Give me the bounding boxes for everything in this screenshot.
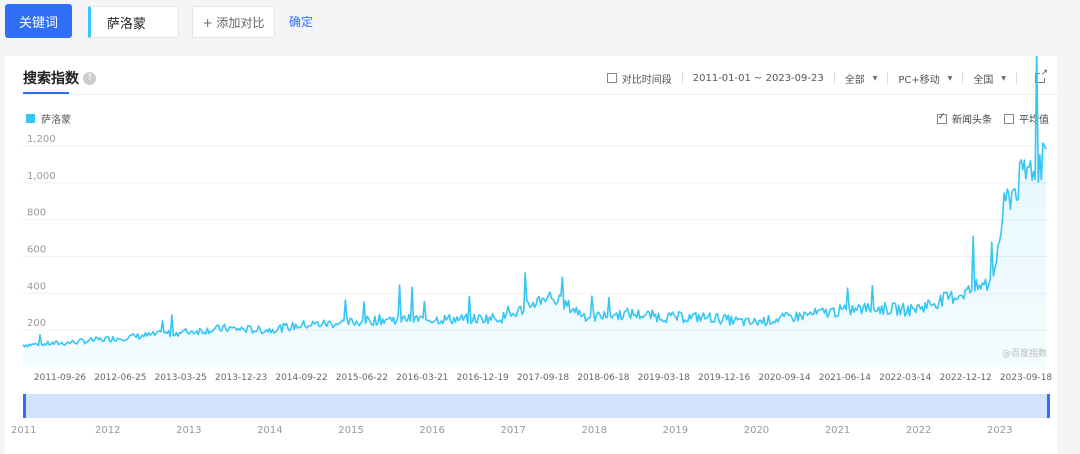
keyword-tab-button[interactable]: 关键词 (5, 4, 72, 38)
compare-period-checkbox[interactable] (606, 73, 617, 83)
x-tick-label: 2012-06-25 (94, 373, 146, 383)
x-tick-label: 2013-03-25 (155, 373, 207, 383)
year-tick-label: 2019 (663, 425, 688, 436)
x-tick-label: 2016-12-19 (456, 373, 509, 383)
overlay-options: 新闻头条 平均值 (925, 111, 1049, 126)
x-tick-label: 2019-12-16 (698, 373, 751, 383)
y-tick-label: 800 (27, 208, 46, 219)
y-tick-label: 1,000 (27, 171, 56, 182)
y-tick-label: 600 (27, 245, 46, 256)
average-label: 平均值 (1019, 115, 1049, 126)
compare-period-toggle[interactable]: 对比时间段 (597, 72, 682, 86)
device-select[interactable]: PC+移动 ▼ (887, 72, 962, 86)
caret-down-icon: ▼ (872, 74, 878, 82)
external-link-icon[interactable] (1035, 68, 1048, 83)
panel-title: 搜索指数 ? (23, 68, 96, 88)
x-tick-label: 2018-06-18 (577, 373, 630, 383)
x-tick-label: 2020-09-14 (758, 373, 811, 383)
y-tick-label: 1,200 (27, 134, 56, 145)
x-tick-label: 2021-06-14 (819, 373, 872, 383)
series-area (23, 56, 1046, 367)
range-slider-right-handle[interactable] (1047, 394, 1050, 418)
range-slider-left-handle[interactable] (23, 394, 26, 418)
legend-swatch (26, 114, 35, 123)
x-tick-label: 2022-03-14 (879, 373, 932, 383)
range-slider-track[interactable] (23, 394, 1050, 418)
series-line[interactable] (22, 56, 1047, 348)
chart-legend[interactable]: 萨洛蒙 (26, 111, 71, 126)
x-tick-label: 2023-09-18 (1000, 373, 1053, 383)
caret-down-icon: ▼ (947, 74, 953, 82)
average-checkbox[interactable] (1004, 113, 1014, 124)
question-icon[interactable]: ? (83, 71, 96, 85)
scope-label: 全部 (844, 74, 865, 86)
date-range-label: 2011-01-01 ~ 2023-09-23 (692, 72, 824, 84)
add-compare-button[interactable]: + 添加对比 (192, 6, 275, 38)
year-tick-label: 2012 (95, 425, 120, 436)
news-headlines-toggle[interactable]: 新闻头条 (937, 111, 992, 126)
year-tick-label: 2013 (176, 425, 201, 436)
date-range-picker[interactable]: 2011-01-01 ~ 2023-09-23 (681, 72, 834, 84)
x-tick-label: 2022-12-12 (939, 373, 991, 383)
caret-down-icon: ▼ (1001, 74, 1006, 82)
scope-select[interactable]: 全部 ▼ (833, 72, 888, 86)
year-tick-label: 2017 (500, 425, 525, 436)
export-control[interactable] (1016, 68, 1057, 84)
device-label: PC+移动 (898, 74, 940, 86)
x-tick-label: 2011-09-26 (34, 373, 87, 383)
region-select[interactable]: 全国 ▼ (962, 72, 1016, 86)
x-tick-label: 2014-09-22 (275, 373, 327, 383)
compare-period-label: 对比时间段 (621, 74, 672, 86)
chart-controls: 对比时间段 2011-01-01 ~ 2023-09-23 全部 ▼ PC+移动… (597, 68, 1057, 86)
y-tick-label: 200 (27, 318, 46, 329)
year-tick-label: 2016 (419, 425, 444, 436)
panel-title-text: 搜索指数 (23, 71, 79, 87)
average-toggle[interactable]: 平均值 (1004, 111, 1049, 126)
year-tick-label: 2021 (825, 425, 850, 436)
x-tick-label: 2019-03-18 (638, 373, 691, 383)
x-tick-label: 2017-09-18 (517, 373, 570, 383)
year-tick-label: 2022 (906, 425, 931, 436)
watermark: @百度指数 (1002, 347, 1047, 359)
region-label: 全国 (973, 74, 994, 86)
confirm-link[interactable]: 确定 (289, 15, 314, 29)
x-tick-label: 2016-03-21 (396, 373, 448, 383)
y-tick-label: 400 (27, 281, 46, 292)
legend-label: 萨洛蒙 (41, 115, 71, 126)
search-index-chart[interactable]: 200 400 600 800 1,000 1,200 @百度指数 2011-09-26 2… (5, 56, 1057, 454)
x-tick-label: 2013-12-23 (215, 373, 267, 383)
keyword-input[interactable]: 萨洛蒙 (88, 6, 179, 38)
news-headlines-checkbox[interactable] (937, 112, 947, 124)
year-tick-label: 2014 (257, 425, 282, 436)
year-tick-label: 2015 (338, 425, 363, 436)
year-tick-label: 2020 (744, 425, 769, 436)
year-tick-label: 2011 (11, 425, 36, 436)
panel-divider (23, 94, 1057, 95)
year-tick-label: 2023 (987, 425, 1012, 436)
news-headlines-label: 新闻头条 (952, 115, 992, 126)
x-tick-label: 2015-06-22 (336, 373, 388, 383)
year-tick-label: 2018 (582, 425, 607, 436)
search-index-panel: 搜索指数 ? 对比时间段 2011-01-01 ~ 2023-09-23 全部 … (5, 56, 1057, 454)
title-underline (23, 92, 69, 94)
